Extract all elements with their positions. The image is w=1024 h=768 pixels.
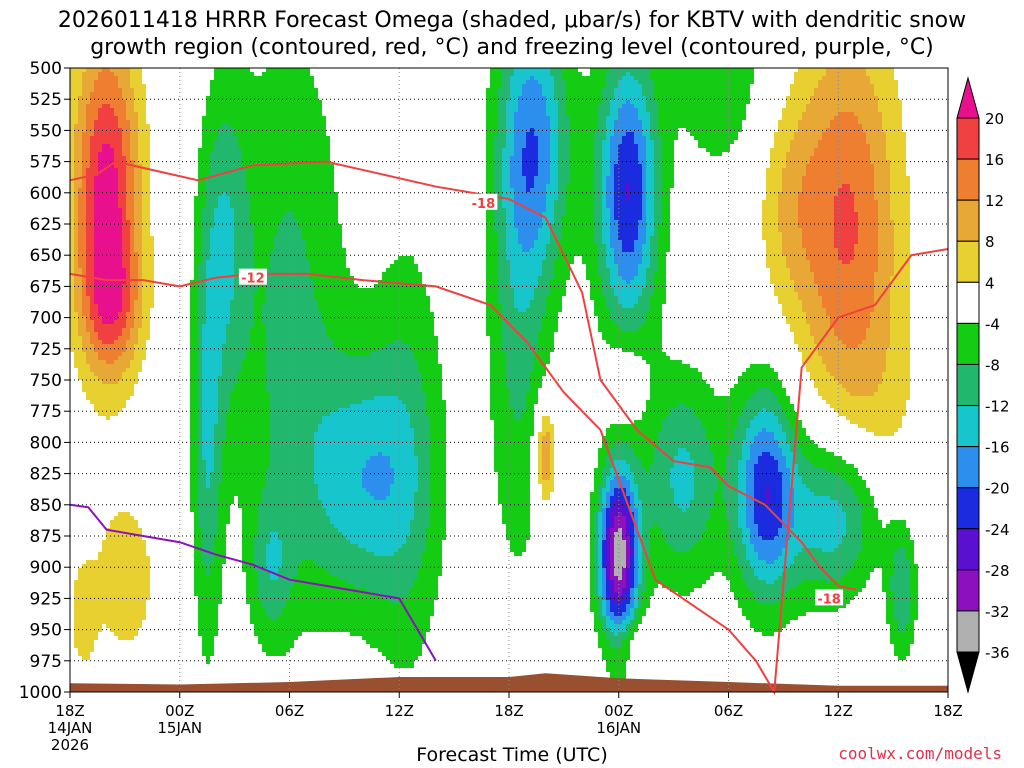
contour-label-bg bbox=[469, 193, 498, 210]
y-tick-label: 550 bbox=[30, 121, 62, 141]
x-tick-label: 15JAN bbox=[157, 719, 202, 737]
colorbar-label: -32 bbox=[985, 603, 1010, 621]
y-tick-label: 1000 bbox=[19, 683, 62, 703]
colorbar-label: 20 bbox=[985, 110, 1004, 128]
y-tick-label: 775 bbox=[30, 402, 62, 422]
contour-line bbox=[69, 247, 949, 696]
contour-label-bg bbox=[815, 589, 844, 606]
contour-line bbox=[69, 160, 857, 591]
y-tick-label: 650 bbox=[30, 246, 62, 266]
colorbar-box bbox=[956, 281, 980, 324]
chart-title-line-2: growth region (contoured, red, °C) and f… bbox=[0, 36, 1024, 60]
y-tick-label: 750 bbox=[30, 371, 62, 391]
y-tick-label: 850 bbox=[30, 496, 62, 516]
x-tick-label: 18Z bbox=[55, 702, 84, 720]
colorbar-label: -36 bbox=[985, 644, 1010, 662]
contour-label: -12 bbox=[241, 272, 265, 287]
colorbar-label: 4 bbox=[985, 274, 995, 292]
credit-text: coolwx.com/models bbox=[838, 744, 1002, 763]
colorbar-label: 16 bbox=[985, 151, 1004, 169]
y-tick-label: 725 bbox=[30, 340, 62, 360]
colorbar-box bbox=[956, 363, 980, 407]
y-tick-label: 500 bbox=[30, 59, 62, 79]
omega-shading bbox=[70, 68, 918, 680]
colorbar-box bbox=[956, 322, 980, 365]
contour-label-bg bbox=[238, 268, 267, 285]
y-tick-label: 800 bbox=[30, 433, 62, 453]
x-tick-label: 06Z bbox=[714, 702, 743, 720]
colorbar-box bbox=[956, 528, 980, 571]
colorbar-label: 12 bbox=[985, 192, 1004, 210]
colorbar-label: -4 bbox=[985, 315, 1000, 333]
y-tick-label: 575 bbox=[30, 153, 62, 173]
contour-label: -18 bbox=[472, 197, 496, 212]
contour-label: -18 bbox=[817, 592, 841, 607]
colorbar-top-triangle bbox=[956, 76, 980, 119]
colorbar-box bbox=[956, 569, 980, 612]
y-tick-label: 625 bbox=[30, 215, 62, 235]
colorbar-box bbox=[956, 446, 980, 489]
x-tick-label: 00Z bbox=[604, 702, 633, 720]
colorbar-label: -20 bbox=[985, 480, 1010, 498]
colorbar-label: -24 bbox=[985, 521, 1010, 539]
contour-line bbox=[69, 503, 437, 662]
x-tick-label: 14JAN bbox=[48, 719, 93, 737]
colorbar-box bbox=[956, 117, 980, 160]
x-tick-label: 00Z bbox=[165, 702, 194, 720]
colorbar-label: -16 bbox=[985, 439, 1010, 457]
x-tick-label: 18Z bbox=[933, 702, 962, 720]
colorbar-label: 8 bbox=[985, 233, 995, 251]
y-tick-label: 975 bbox=[30, 652, 62, 672]
y-tick-label: 925 bbox=[30, 589, 62, 609]
y-tick-label: 875 bbox=[30, 527, 62, 547]
x-tick-label: 18Z bbox=[494, 702, 523, 720]
x-tick-label: 12Z bbox=[385, 702, 414, 720]
colorbar-box bbox=[956, 487, 980, 530]
colorbar-box bbox=[956, 199, 980, 242]
colorbar-box bbox=[956, 610, 980, 653]
x-tick-label: 16JAN bbox=[596, 719, 641, 737]
terrain-area bbox=[70, 673, 948, 692]
y-tick-label: 700 bbox=[30, 309, 62, 329]
x-tick-label: 2026 bbox=[51, 736, 89, 754]
colorbar-box bbox=[956, 158, 980, 201]
y-tick-label: 825 bbox=[30, 465, 62, 485]
colorbar-box bbox=[956, 405, 980, 448]
x-axis-label: Forecast Time (UTC) bbox=[0, 744, 1024, 766]
x-tick-label: 06Z bbox=[275, 702, 304, 720]
y-tick-label: 900 bbox=[30, 558, 62, 578]
colorbar-label: -28 bbox=[985, 562, 1010, 580]
colorbar-label: -12 bbox=[985, 398, 1010, 416]
colorbar-label: -8 bbox=[985, 356, 1000, 374]
colorbar-bottom-triangle bbox=[956, 651, 980, 694]
y-tick-label: 600 bbox=[30, 184, 62, 204]
chart-title-line-1: 2026011418 HRRR Forecast Omega (shaded, … bbox=[0, 9, 1024, 33]
x-tick-label: 12Z bbox=[824, 702, 853, 720]
colorbar-box bbox=[956, 240, 980, 283]
y-tick-label: 950 bbox=[30, 621, 62, 641]
y-tick-label: 675 bbox=[30, 277, 62, 297]
y-tick-label: 525 bbox=[30, 90, 62, 110]
